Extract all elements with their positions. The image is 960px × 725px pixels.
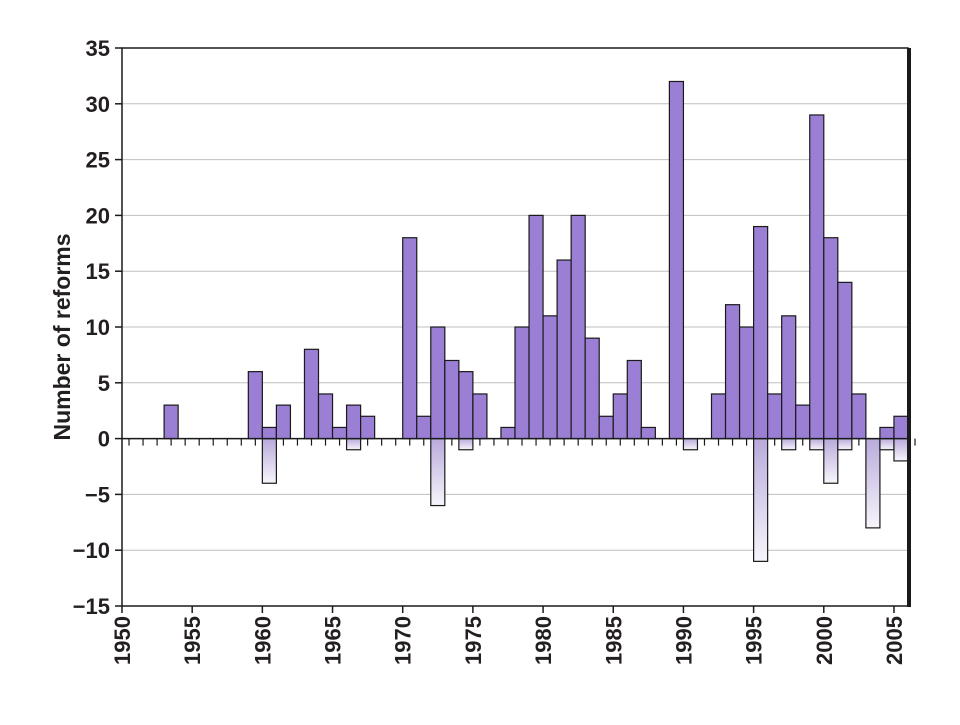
x-tick-label: 2000 bbox=[812, 616, 837, 665]
positive-bar bbox=[261, 426, 277, 440]
y-tick-label: −10 bbox=[73, 538, 110, 563]
positive-bar bbox=[584, 337, 600, 440]
positive-bar bbox=[360, 415, 376, 440]
positive-bar bbox=[556, 259, 572, 440]
positive-bar bbox=[472, 393, 488, 440]
x-tick-label: 1970 bbox=[391, 616, 416, 665]
x-tick-label: 1960 bbox=[250, 616, 275, 665]
negative-bar bbox=[345, 438, 362, 451]
positive-bar bbox=[767, 393, 783, 440]
x-tick-label: 1955 bbox=[180, 616, 205, 665]
positive-bar bbox=[738, 326, 755, 440]
positive-bar bbox=[331, 426, 348, 440]
x-tick-label: 1985 bbox=[601, 616, 626, 665]
y-tick-label: −5 bbox=[85, 482, 110, 507]
positive-bar bbox=[402, 237, 418, 440]
positive-bar bbox=[542, 315, 558, 440]
y-tick-label: 25 bbox=[86, 148, 110, 173]
negative-bar bbox=[865, 438, 881, 529]
positive-bar bbox=[893, 415, 909, 440]
positive-bar bbox=[275, 404, 292, 440]
positive-bar bbox=[163, 404, 179, 440]
negative-bar bbox=[261, 438, 277, 484]
positive-bar bbox=[823, 237, 839, 440]
x-tick-label: 1995 bbox=[742, 616, 767, 665]
positive-bar bbox=[500, 426, 516, 440]
x-tick-label: 1980 bbox=[531, 616, 556, 665]
negative-bar bbox=[458, 438, 474, 451]
positive-bar bbox=[640, 426, 656, 440]
negative-bar bbox=[823, 438, 839, 484]
positive-bar bbox=[710, 393, 727, 440]
negative-bar bbox=[837, 438, 853, 451]
x-tick-label: 1990 bbox=[671, 616, 696, 665]
positive-bar bbox=[416, 415, 432, 440]
positive-bar bbox=[247, 371, 263, 440]
negative-bar bbox=[430, 438, 446, 507]
y-tick-label: 15 bbox=[86, 259, 110, 284]
negative-bar bbox=[781, 438, 797, 451]
positive-bar bbox=[809, 114, 825, 440]
positive-bar bbox=[570, 214, 586, 440]
positive-bar bbox=[303, 348, 320, 440]
positive-bar bbox=[598, 415, 614, 440]
x-tick-label: 1975 bbox=[461, 616, 486, 665]
positive-bar bbox=[753, 225, 769, 440]
y-axis-title: Number of reforms bbox=[49, 233, 75, 440]
negative-bar bbox=[893, 438, 909, 462]
positive-bar bbox=[879, 426, 895, 440]
negative-bar bbox=[879, 438, 895, 451]
y-tick-label: 0 bbox=[98, 427, 110, 452]
positive-bar bbox=[514, 326, 530, 440]
positive-bar bbox=[724, 304, 741, 440]
y-tick-label: 20 bbox=[86, 203, 110, 228]
positive-bar bbox=[345, 404, 362, 440]
y-tick-label: 35 bbox=[86, 36, 110, 61]
x-tick-label: 1965 bbox=[321, 616, 346, 665]
negative-bar bbox=[753, 438, 769, 562]
positive-bar bbox=[612, 393, 628, 440]
y-tick-label: −15 bbox=[73, 594, 110, 619]
x-tick-label: 1950 bbox=[110, 616, 135, 665]
y-axis-tick-labels: −15 −10 −5 0 5 10 15 20 25 30 35 bbox=[73, 36, 122, 619]
positive-bar bbox=[317, 393, 334, 440]
positive-bar bbox=[668, 80, 685, 440]
positive-bar bbox=[851, 393, 867, 440]
positive-bar bbox=[626, 359, 642, 440]
negative-bar bbox=[809, 438, 825, 451]
negative-bar bbox=[682, 438, 699, 451]
y-tick-label: 10 bbox=[86, 315, 110, 340]
positive-bar bbox=[458, 371, 474, 440]
positive-bar bbox=[430, 326, 446, 440]
y-tick-label: 30 bbox=[86, 92, 110, 117]
x-axis-tick-labels: 1950 1955 1960 1965 1970 1975 1980 1985 1990 1995… bbox=[110, 606, 907, 665]
positive-bar bbox=[837, 281, 853, 440]
y-tick-label: 5 bbox=[98, 371, 110, 396]
positive-bar bbox=[781, 315, 797, 440]
positive-bar bbox=[795, 404, 811, 440]
positive-bar bbox=[444, 359, 460, 440]
positive-bar bbox=[528, 214, 544, 440]
x-tick-label: 2005 bbox=[882, 616, 907, 665]
